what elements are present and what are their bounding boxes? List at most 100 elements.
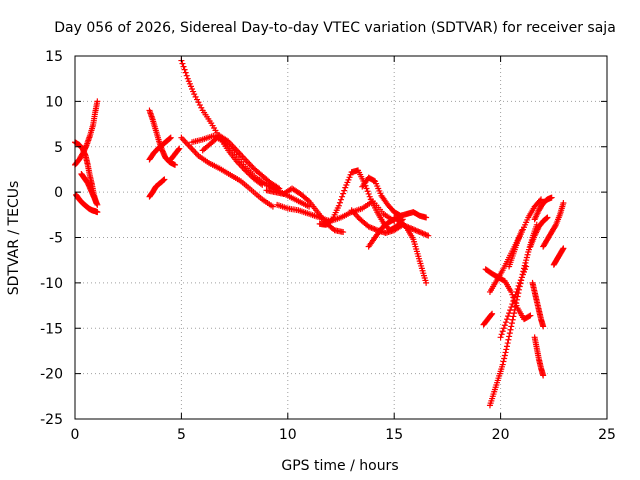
data-point (179, 60, 186, 67)
data-point (536, 197, 543, 204)
data-point (543, 215, 550, 222)
data-point (341, 187, 348, 194)
data-point (506, 330, 513, 337)
y-tick-label: 0 (54, 185, 63, 201)
x-tick-label: 20 (492, 427, 510, 443)
data-point (488, 311, 495, 318)
data-point (423, 279, 430, 286)
data-point (552, 223, 559, 230)
series-arc-29 (531, 194, 555, 223)
series-arc-25 (506, 227, 525, 270)
data-point (498, 331, 505, 338)
y-tick-label: 15 (45, 49, 63, 65)
data-point (508, 288, 515, 295)
data-point (509, 301, 516, 308)
data-point (500, 325, 507, 332)
series-arc-17 (348, 207, 432, 239)
data-point (364, 188, 371, 195)
x-axis-label: GPS time / hours (281, 458, 398, 474)
data-point (560, 245, 567, 252)
data-point (509, 316, 516, 323)
data-point (338, 196, 344, 203)
x-tick-label: 10 (279, 427, 297, 443)
data-point (336, 199, 343, 206)
data-point (538, 196, 545, 203)
data-point (160, 177, 167, 184)
data-point (176, 145, 183, 152)
x-tick-label: 15 (385, 427, 403, 443)
data-point (94, 209, 101, 216)
series-arc-19 (391, 214, 430, 286)
data-point (499, 361, 506, 368)
series-arc-10 (178, 134, 276, 210)
data-point (180, 63, 187, 70)
data-point (167, 134, 174, 141)
series-arc-7 (146, 176, 168, 200)
data-point (524, 251, 531, 258)
data-point (507, 326, 514, 333)
data-point (94, 98, 101, 105)
data-point (506, 310, 513, 317)
series-arc-31 (550, 245, 567, 268)
data-point (502, 319, 509, 326)
data-point (544, 214, 551, 221)
data-point (196, 102, 203, 109)
data-point (402, 224, 409, 231)
data-point (510, 298, 517, 305)
data-point (513, 288, 520, 295)
series-arc-6 (146, 134, 174, 163)
data-point (518, 227, 525, 234)
data-point (501, 322, 508, 329)
data-point (523, 254, 530, 261)
data-point (523, 257, 530, 264)
data-point (503, 343, 510, 350)
data-point (339, 193, 346, 200)
data-point (269, 203, 276, 210)
x-tick-label: 25 (598, 427, 616, 443)
data-point (195, 99, 202, 106)
series-arc-18 (365, 216, 398, 250)
data-point (198, 104, 205, 111)
data-point (560, 200, 567, 207)
data-point (548, 194, 555, 201)
data-point (516, 279, 523, 286)
series-arc-26 (531, 334, 547, 379)
data-point (505, 313, 512, 320)
grid (75, 56, 607, 419)
data-point (514, 285, 521, 292)
data-point (503, 316, 510, 323)
chart-title: Day 056 of 2026, Sidereal Day-to-day VTE… (54, 20, 616, 36)
data-point (540, 323, 547, 330)
data-point (518, 274, 525, 281)
data-point (182, 69, 189, 76)
data-point (521, 268, 528, 275)
series-arc-13 (263, 185, 347, 236)
data-point (175, 146, 182, 153)
series-arc-8 (167, 145, 183, 163)
series-arc-20 (480, 310, 496, 328)
data-point (172, 161, 179, 168)
data-point (499, 328, 506, 335)
data-point (540, 372, 547, 379)
data-point (510, 313, 517, 320)
series-arc-3 (73, 191, 101, 216)
data-point (506, 333, 513, 340)
y-tick-label: -5 (49, 231, 63, 247)
data-point (365, 190, 372, 197)
data-point (161, 176, 168, 183)
data-point (489, 310, 496, 317)
data-point (425, 232, 432, 239)
data-point (523, 263, 530, 270)
series-arc-28 (527, 214, 551, 250)
x-tick-label: 0 (71, 427, 80, 443)
data-point (497, 334, 504, 341)
data-point (340, 229, 347, 236)
data-point (507, 307, 514, 314)
y-axis-label: SDTVAR / TECUs (6, 181, 22, 296)
data-point (512, 291, 519, 298)
series-arc-24 (497, 263, 530, 341)
data-point (502, 349, 509, 356)
series-arc-30 (540, 200, 567, 250)
data-point (505, 336, 512, 343)
